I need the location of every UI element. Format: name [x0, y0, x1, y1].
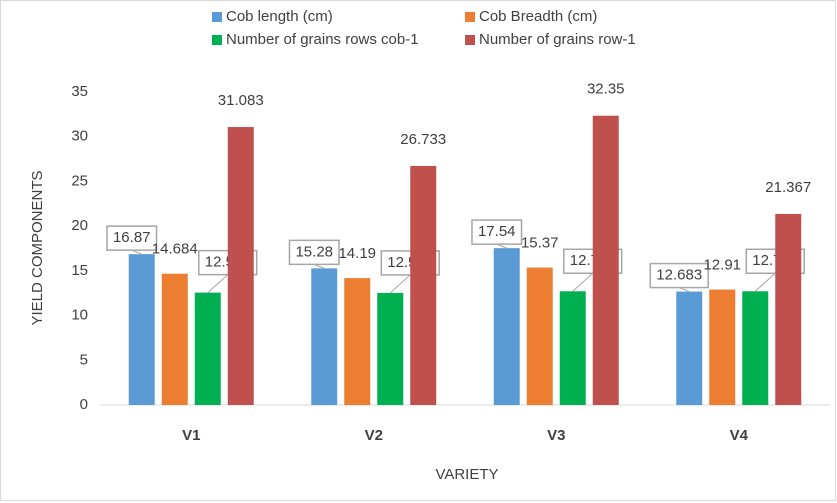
legend-swatch — [465, 12, 475, 22]
legend-label: Cob length (cm) — [226, 8, 333, 25]
bar — [493, 248, 520, 405]
x-tick-label: V1 — [182, 427, 200, 444]
y-tick-label: 30 — [71, 128, 88, 145]
y-tick-label: 15 — [71, 262, 88, 279]
y-tick-label: 0 — [80, 396, 88, 413]
data-label: 32.35 — [587, 81, 625, 98]
data-label: 14.684 — [152, 241, 198, 258]
bar — [559, 291, 586, 405]
y-tick-label: 20 — [71, 217, 88, 234]
leader-line — [496, 243, 507, 249]
bar — [775, 213, 802, 405]
leader-line — [572, 272, 594, 292]
bar — [676, 291, 703, 405]
y-tick-label: 10 — [71, 307, 88, 324]
legend-swatch — [212, 35, 222, 45]
bar — [709, 289, 736, 405]
bar — [161, 273, 188, 405]
legend-swatch — [212, 12, 222, 22]
data-label: 21.367 — [765, 179, 811, 196]
data-label: 14.19 — [338, 245, 376, 262]
legend-swatch — [465, 35, 475, 45]
legend-label: Cob Breadth (cm) — [479, 8, 597, 25]
data-label: 15.28 — [295, 243, 333, 260]
leader-line — [679, 287, 690, 293]
x-axis-title: VARIETY — [435, 466, 498, 483]
data-label: 17.54 — [478, 223, 516, 240]
leader-line — [314, 263, 325, 269]
bar — [377, 292, 404, 405]
y-axis-title: YIELD COMPONENTS — [29, 170, 46, 325]
y-tick-label: 35 — [71, 83, 88, 100]
bar — [410, 165, 437, 405]
bar — [128, 254, 155, 405]
data-label: 15.37 — [521, 235, 559, 252]
data-label: 12.683 — [656, 267, 702, 284]
leader-line — [207, 274, 229, 293]
data-label: 16.87 — [113, 229, 151, 246]
y-tick-label: 25 — [71, 172, 88, 189]
bar — [526, 267, 553, 405]
leader-line — [131, 249, 142, 255]
data-label: 26.733 — [400, 131, 446, 148]
legend-label: Number of grains row-1 — [479, 31, 636, 48]
legend-label: Number of grains rows cob-1 — [226, 31, 419, 48]
leader-line — [754, 272, 776, 292]
bar — [742, 291, 769, 405]
bar — [311, 268, 338, 405]
bar — [194, 292, 221, 405]
bar — [344, 278, 371, 405]
y-tick-label: 5 — [80, 351, 88, 368]
data-label: 31.083 — [218, 92, 264, 109]
x-tick-label: V4 — [730, 427, 749, 444]
leader-line — [389, 274, 411, 294]
data-label: 12.91 — [703, 257, 741, 274]
bar — [227, 127, 254, 405]
x-tick-label: V2 — [365, 427, 383, 444]
x-tick-label: V3 — [547, 427, 565, 444]
bar — [592, 115, 619, 405]
